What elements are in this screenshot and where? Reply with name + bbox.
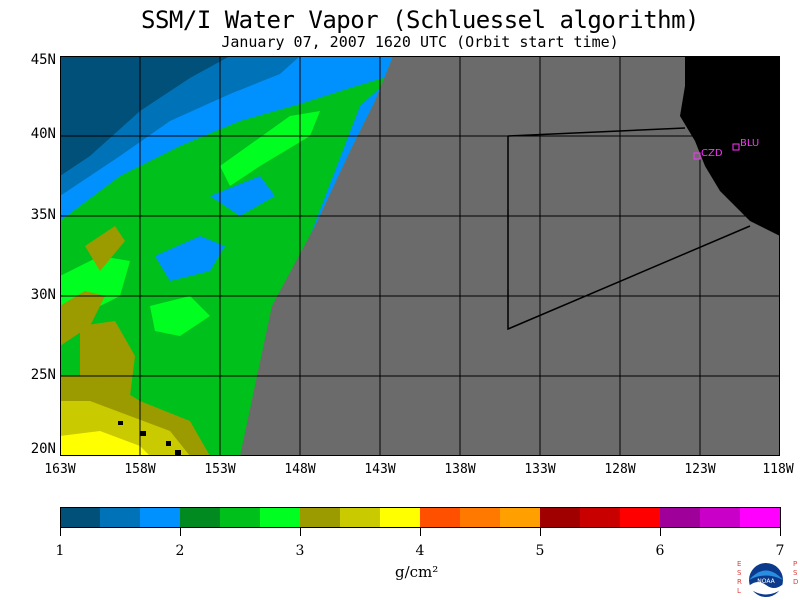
lat-label-40n: 40N (30, 126, 56, 142)
colorbar-cell (700, 507, 741, 528)
lon-label-138w: 138W (444, 462, 476, 477)
water-vapor-map: CZD BLU (60, 56, 780, 456)
station-czd-label: CZD (701, 148, 723, 159)
colorbar-cell (540, 507, 581, 528)
colorbar-cell (580, 507, 621, 528)
colorbar-cell (380, 507, 421, 528)
colorbar-cell (340, 507, 381, 528)
lon-label-143w: 143W (364, 462, 396, 477)
colorbar-cell (620, 507, 661, 528)
colorbar-cell (740, 507, 781, 528)
colorbar (60, 507, 781, 536)
lat-label-20n: 20N (30, 441, 56, 457)
colorbar-tick-6: 6 (655, 543, 665, 559)
colorbar-cell (300, 507, 341, 528)
chart-title: SSM/I Water Vapor (Schluessel algorithm) (141, 6, 699, 34)
station-czd-marker (693, 152, 701, 160)
colorbar-cell (500, 507, 541, 528)
lon-label-133w: 133W (524, 462, 556, 477)
lat-label-45n: 45N (30, 52, 56, 68)
colorbar-tick-3: 3 (295, 543, 305, 559)
lat-label-35n: 35N (30, 207, 56, 223)
chart-subtitle: January 07, 2007 1620 UTC (Orbit start t… (221, 33, 619, 51)
lat-label-30n: 30N (30, 287, 56, 303)
map-frame (60, 56, 780, 456)
lon-label-148w: 148W (284, 462, 316, 477)
study-region-outline-top (507, 127, 686, 137)
lon-label-153w: 153W (204, 462, 236, 477)
colorbar-tick-5: 5 (535, 543, 545, 559)
colorbar-tick-4: 4 (415, 543, 425, 559)
lat-label-25n: 25N (30, 367, 56, 383)
colorbar-units: g/cm² (395, 563, 439, 581)
colorbar-cell (420, 507, 461, 528)
colorbar-cell (220, 507, 261, 528)
colorbar-cell (260, 507, 301, 528)
lon-label-158w: 158W (124, 462, 156, 477)
study-region-outline (507, 136, 751, 331)
colorbar-cell (60, 507, 101, 528)
colorbar-cell (460, 507, 501, 528)
colorbar-tick-2: 2 (175, 543, 185, 559)
colorbar-tick-7: 7 (775, 543, 785, 559)
lon-label-163w: 163W (44, 462, 76, 477)
station-markers: CZD BLU (693, 138, 759, 160)
colorbar-cell (660, 507, 701, 528)
lon-label-123w: 123W (684, 462, 716, 477)
lon-label-128w: 128W (604, 462, 636, 477)
logo-center-text: NOAA (757, 578, 775, 585)
station-blu-label: BLU (740, 138, 759, 149)
colorbar-cell (180, 507, 221, 528)
map-graticule (60, 56, 780, 456)
colorbar-frame (60, 507, 781, 528)
station-blu-marker (732, 143, 740, 151)
north-america-coast (680, 56, 780, 236)
colorbar-tick-1: 1 (55, 543, 65, 559)
colorbar-cell (140, 507, 181, 528)
colorbar-cell (100, 507, 141, 528)
lon-label-118w: 118W (762, 462, 794, 477)
